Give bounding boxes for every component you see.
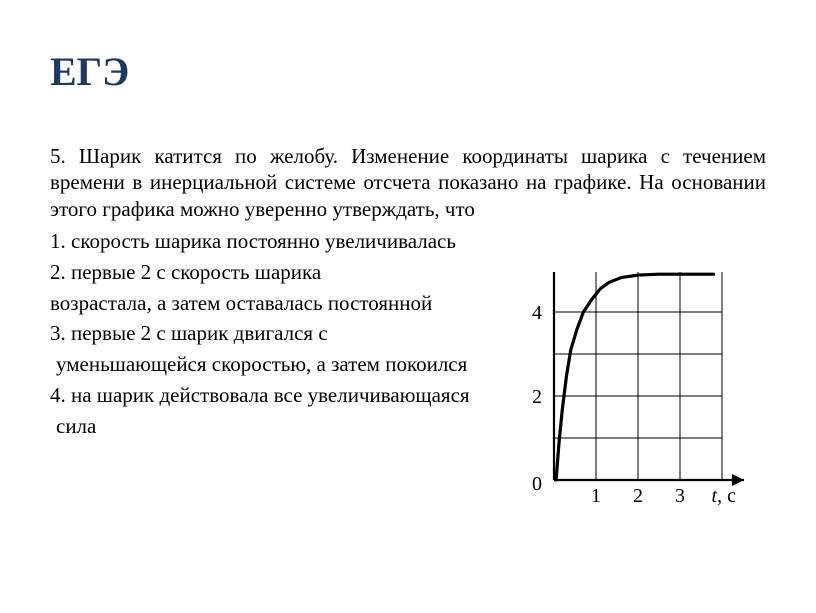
svg-text:2: 2 xyxy=(633,485,643,507)
question-text: 5. Шарик катится по желобу. Изменение ко… xyxy=(50,143,766,222)
page-title: ЕГЭ xyxy=(50,48,766,95)
coordinate-chart: 123240x, мt, с xyxy=(510,272,770,512)
option-1: 1. скорость шарика постоянно увеличивала… xyxy=(50,228,766,255)
svg-text:2: 2 xyxy=(532,386,542,408)
svg-text:t, с: t, с xyxy=(712,485,737,507)
svg-text:0: 0 xyxy=(532,473,542,495)
svg-text:1: 1 xyxy=(591,485,601,507)
svg-text:3: 3 xyxy=(675,485,685,507)
svg-text:4: 4 xyxy=(532,302,542,324)
